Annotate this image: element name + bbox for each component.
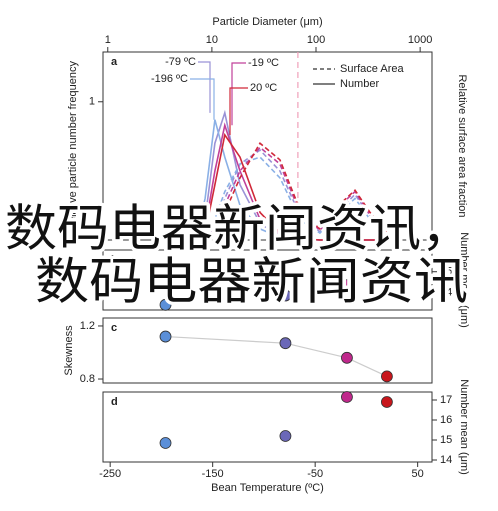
y-tick-label: 0.8 xyxy=(80,373,95,385)
label-connector xyxy=(229,87,248,135)
x-axis-title: Bean Temperature (ºC) xyxy=(211,482,324,494)
x-tick-label: 10 xyxy=(206,34,218,46)
y-axis-title: Skewness xyxy=(63,325,75,376)
point xyxy=(279,430,292,442)
label-connector xyxy=(190,78,215,120)
surface-line xyxy=(180,156,391,241)
panel-label: b xyxy=(111,254,118,266)
x-tick-label: 50 xyxy=(412,468,424,480)
point xyxy=(279,289,292,302)
x-tick-label: 100 xyxy=(307,34,325,46)
label-connector xyxy=(231,62,246,126)
overlay-text: 数码电器新闻资讯， xyxy=(5,200,473,258)
point xyxy=(159,437,172,449)
point xyxy=(159,330,172,343)
y-tick-label: 1.2 xyxy=(80,320,95,332)
y-axis-title: Number mode (μm) xyxy=(458,232,470,328)
series-label: 20 ºC xyxy=(250,82,277,94)
panel-frame xyxy=(102,51,433,241)
y-axis-title: Number mean (μm) xyxy=(458,379,470,475)
y-tick-label: 14 xyxy=(440,454,452,466)
trend-line xyxy=(165,335,388,377)
point xyxy=(341,391,353,403)
panel-label: c xyxy=(111,322,117,334)
panel-label: d xyxy=(111,396,118,408)
panel-label: a xyxy=(111,56,118,68)
surface-line xyxy=(180,141,391,241)
x-tick-label: 1000 xyxy=(408,34,432,46)
series-label: -79 ºC xyxy=(165,56,196,68)
x-tick-label: 1 xyxy=(105,34,111,46)
x-tick-label: -250 xyxy=(99,468,121,480)
label-connector xyxy=(198,61,211,113)
x-tick-label: -50 xyxy=(307,468,323,480)
y-axis-title: Relative particle number frequency xyxy=(67,61,79,231)
y-tick-label: 14 xyxy=(440,286,452,298)
point xyxy=(381,396,393,408)
y2-axis-title: Relative surface area fraction xyxy=(456,74,468,217)
y-tick-label: 17 xyxy=(440,394,452,406)
legend-label: Number xyxy=(340,78,379,90)
y-tick-label: 1 xyxy=(89,96,95,108)
series-label: -196 ºC xyxy=(151,73,188,85)
series-label: -19 ºC xyxy=(248,57,279,69)
y-tick-label: 15 xyxy=(440,434,452,446)
panel-frame xyxy=(102,249,433,311)
y-tick-label: 15 xyxy=(440,266,452,278)
y-tick-label: 16 xyxy=(440,414,452,426)
legend-label: Surface Area xyxy=(340,63,404,75)
surface-line xyxy=(180,149,391,241)
point xyxy=(381,256,393,269)
panel-frame xyxy=(102,317,433,384)
number-line xyxy=(180,132,391,241)
x-tick-label: -150 xyxy=(202,468,224,480)
point xyxy=(381,370,393,383)
panel-frame xyxy=(102,391,433,463)
point xyxy=(341,279,353,292)
point xyxy=(341,351,353,364)
x-axis-title: Particle Diameter (μm) xyxy=(212,16,322,28)
point xyxy=(159,298,172,311)
overlay-text: 数码电器新闻资讯 xyxy=(35,253,468,311)
point xyxy=(279,337,292,350)
